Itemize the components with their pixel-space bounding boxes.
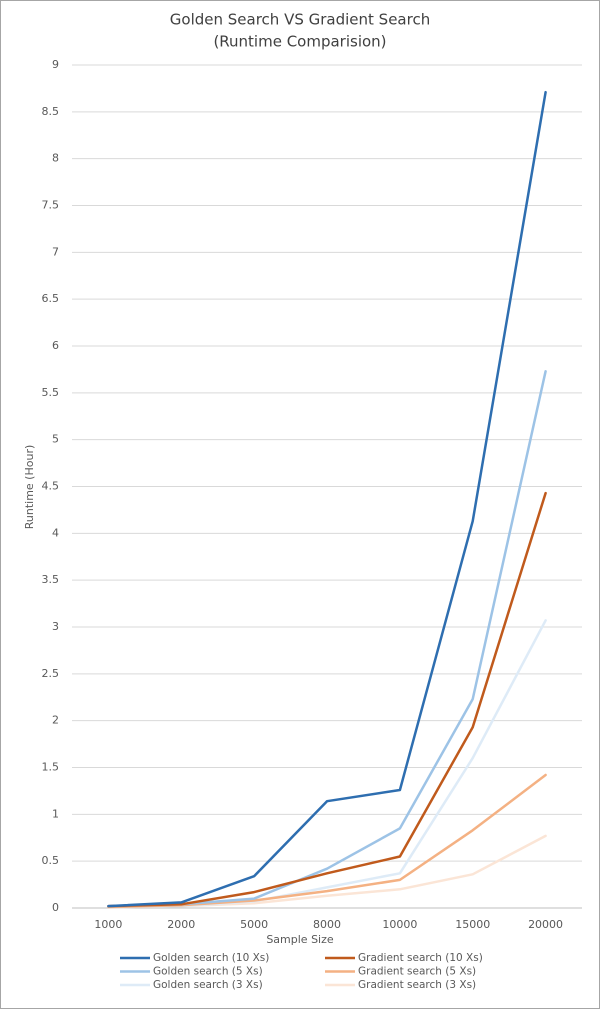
x-tick-label: 20000 (528, 918, 563, 931)
y-tick-label: 5 (52, 433, 59, 446)
y-tick-label: 4 (52, 526, 59, 539)
y-axis-label: Runtime (Hour) (23, 445, 36, 530)
x-tick-label: 10000 (382, 918, 417, 931)
y-tick-label: 5.5 (42, 386, 60, 399)
y-tick-label: 3.5 (42, 573, 60, 586)
y-tick-label: 6.5 (42, 292, 60, 305)
legend-label: Golden search (3 Xs) (153, 979, 263, 991)
y-tick-label: 1.5 (42, 761, 60, 774)
y-tick-label: 7 (52, 245, 59, 258)
y-tick-label: 2 (52, 714, 59, 727)
y-tick-label: 0.5 (42, 854, 60, 867)
chart-subtitle: (Runtime Comparision) (213, 33, 386, 51)
legend-label: Gradient search (5 Xs) (358, 966, 476, 978)
series-line (107, 491, 547, 908)
y-tick-label: 9 (52, 58, 59, 71)
x-tick-label: 1000 (94, 918, 122, 931)
x-tick-label: 8000 (313, 918, 341, 931)
y-tick-label: 8 (52, 152, 59, 165)
legend-label: Golden search (10 Xs) (153, 952, 269, 964)
legend-label: Golden search (5 Xs) (153, 966, 263, 978)
x-tick-label: 5000 (240, 918, 268, 931)
x-axis-label: Sample Size (266, 933, 334, 946)
y-tick-label: 8.5 (42, 105, 60, 118)
legend-label: Gradient search (10 Xs) (358, 952, 483, 964)
y-tick-label: 2.5 (42, 667, 60, 680)
series-line (107, 90, 547, 908)
y-tick-label: 6 (52, 339, 59, 352)
x-tick-label: 2000 (167, 918, 195, 931)
legend-label: Gradient search (3 Xs) (358, 979, 476, 991)
chart-title: Golden Search VS Gradient Search (170, 11, 430, 29)
y-tick-label: 7.5 (42, 199, 60, 212)
x-tick-label: 15000 (455, 918, 490, 931)
y-tick-label: 1 (52, 807, 59, 820)
y-tick-label: 0 (52, 901, 59, 914)
y-tick-label: 3 (52, 620, 59, 633)
y-tick-label: 4.5 (42, 480, 60, 493)
